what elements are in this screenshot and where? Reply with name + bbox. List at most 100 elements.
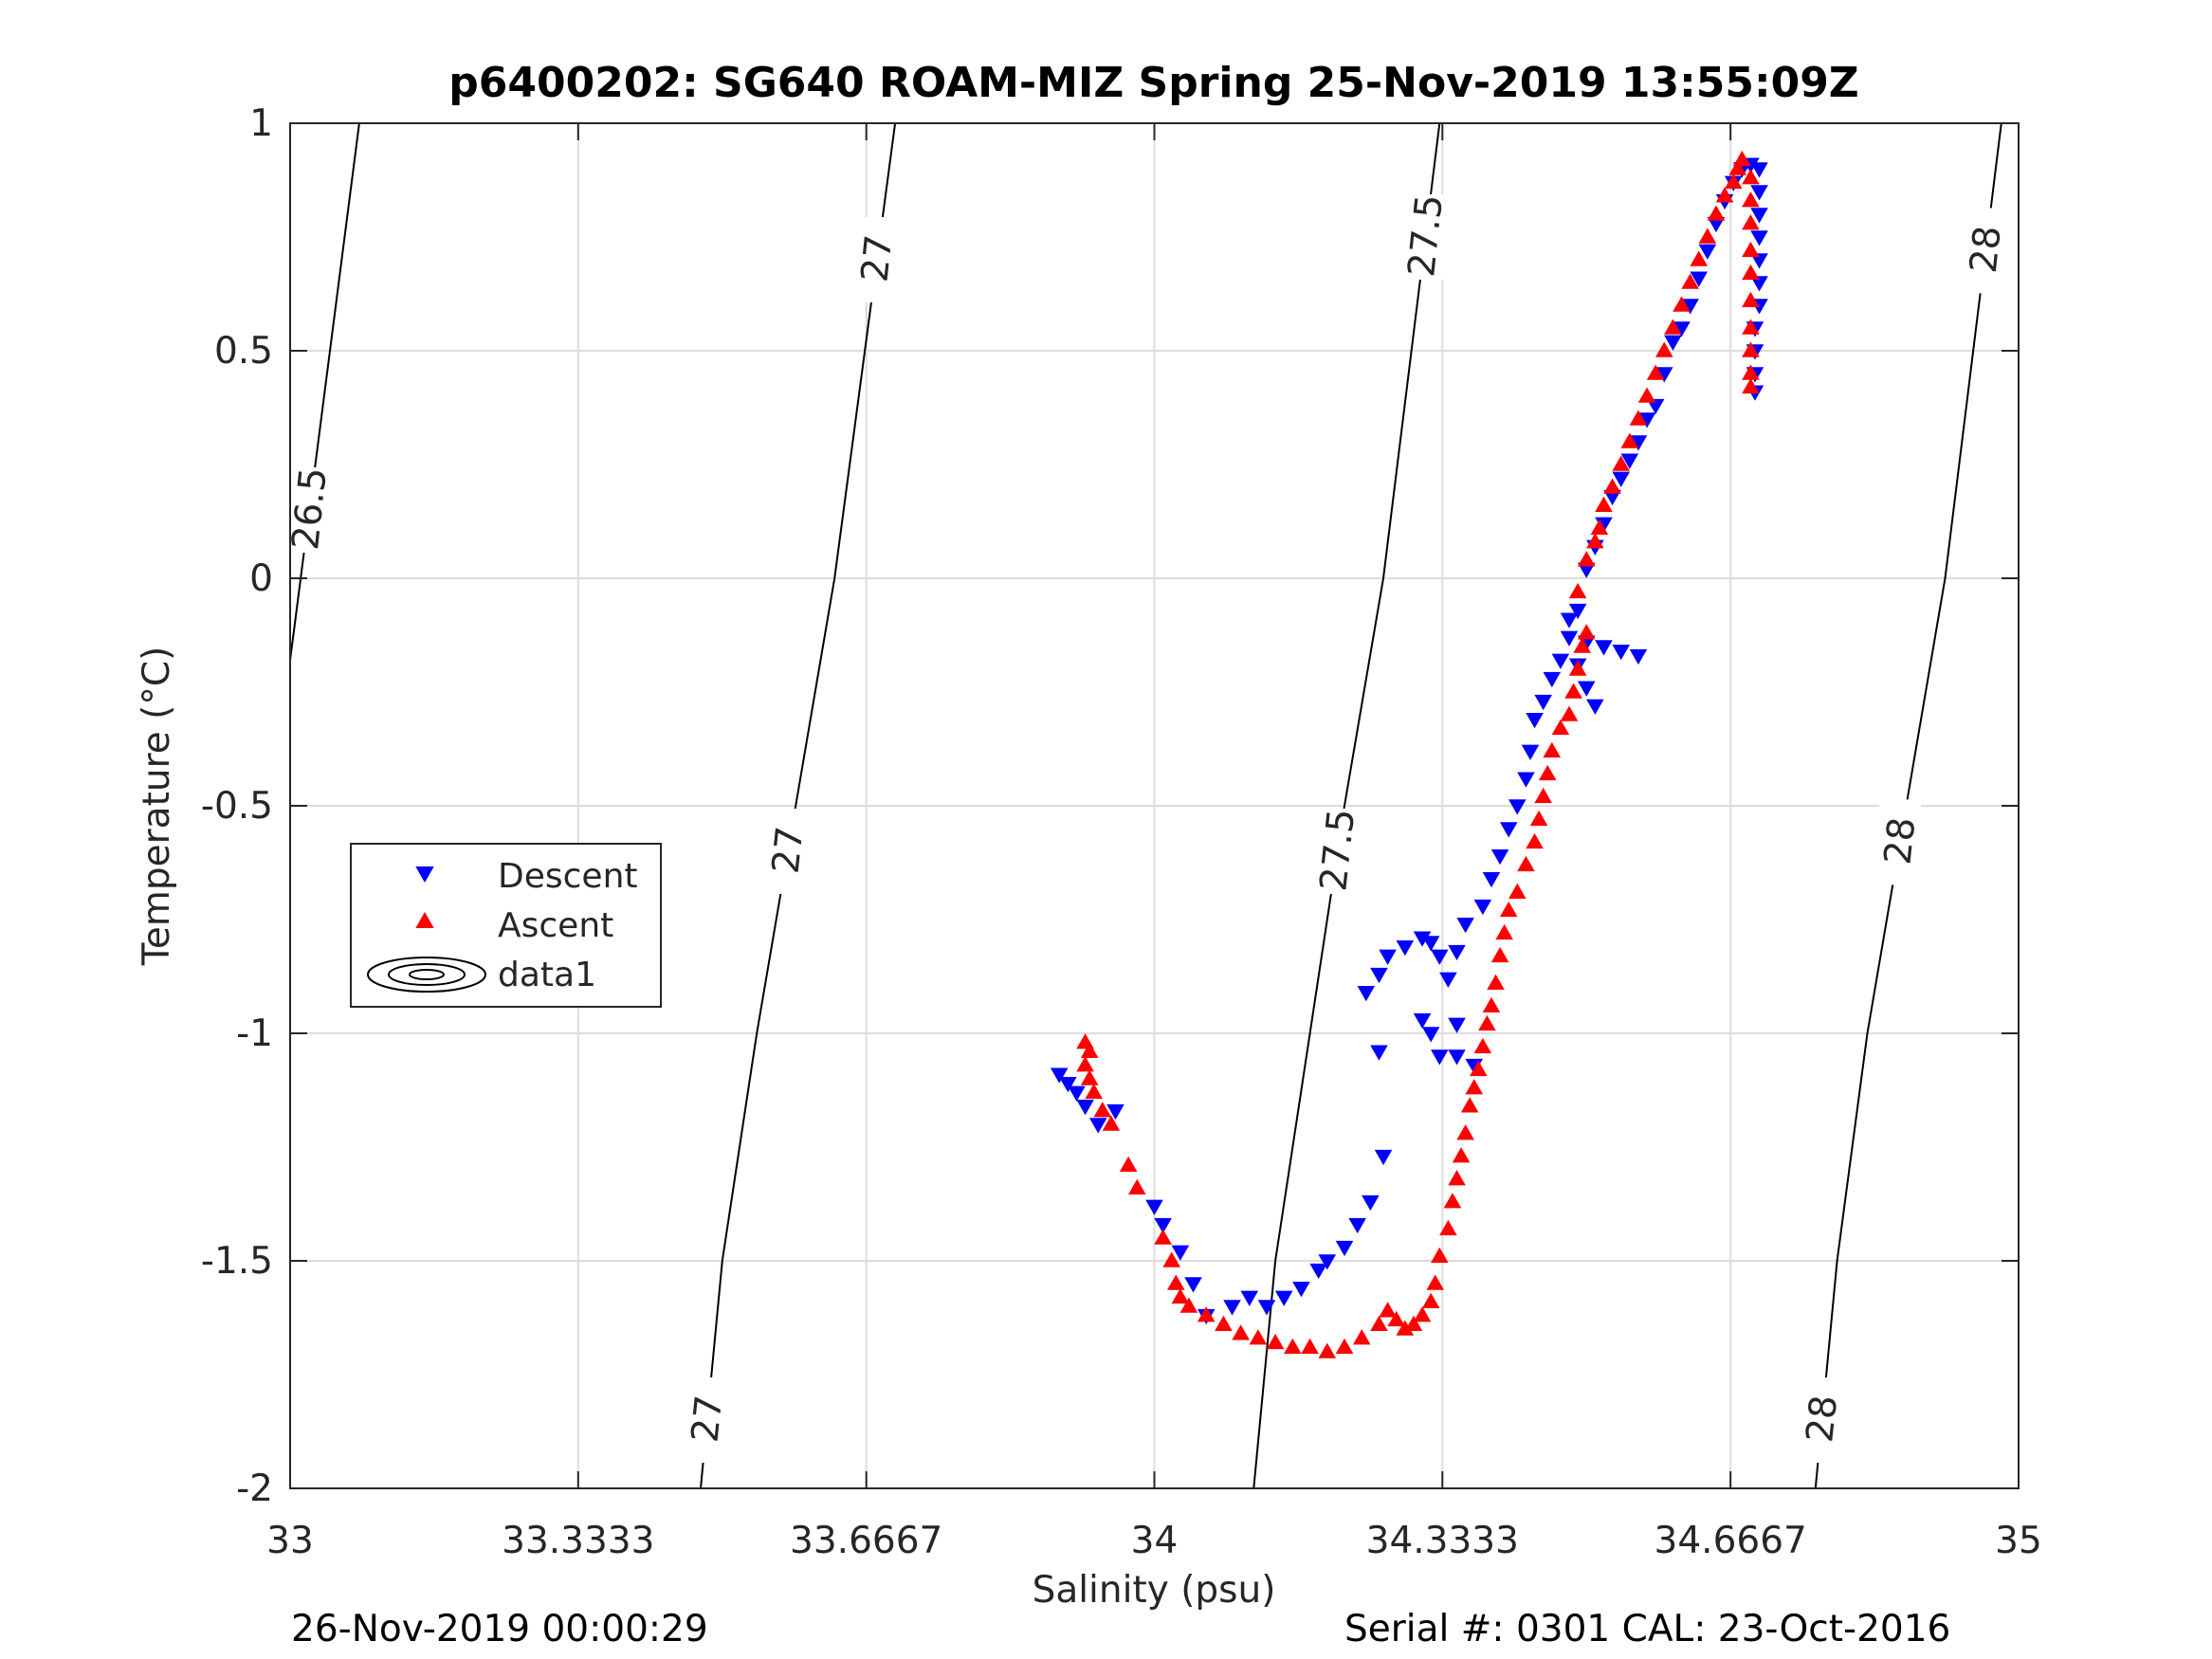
density-contour-line — [1814, 122, 2002, 1489]
ascent-point — [1439, 1219, 1457, 1236]
descent-point — [1577, 681, 1596, 697]
contour-label: 27 — [684, 1394, 731, 1445]
ascent-point — [1526, 832, 1544, 849]
ascent-point — [1154, 1229, 1172, 1245]
ascent-point — [1215, 1315, 1233, 1331]
descent-point — [1370, 1045, 1388, 1061]
ascent-point — [1742, 319, 1760, 335]
ascent-point — [1568, 660, 1587, 676]
descent-point — [1223, 1300, 1241, 1316]
descent-point — [1184, 1277, 1202, 1293]
y-axis-label: Temperature (°C) — [136, 647, 178, 967]
ascent-point — [1534, 787, 1552, 804]
descent-point — [1059, 1077, 1077, 1093]
legend-box — [350, 843, 662, 1008]
ascent-point — [1473, 1037, 1492, 1054]
ascent-point — [1495, 923, 1513, 940]
contour-label-gap — [686, 1377, 728, 1463]
ascent-point — [1595, 496, 1613, 512]
descent-point — [1586, 699, 1604, 715]
contour-label: 27.5 — [1400, 192, 1452, 279]
descent-point — [1690, 271, 1709, 287]
ascent-point — [1301, 1338, 1319, 1354]
x-tick-label: 34 — [1131, 1520, 1179, 1562]
ascent-point — [1742, 291, 1760, 307]
footer-serial-cal: Serial #: 0301 CAL: 23-Oct-2016 — [1344, 1608, 1951, 1650]
ascent-point — [1742, 169, 1760, 185]
descent-point — [1543, 671, 1562, 688]
ascent-point — [1646, 364, 1665, 380]
ascent-point — [1490, 946, 1509, 963]
ascent-point — [1664, 319, 1682, 335]
ascent-point — [1499, 901, 1518, 918]
ascent-point — [1690, 250, 1709, 266]
ascent-point — [1119, 1156, 1138, 1172]
ascent-point — [1370, 1315, 1388, 1331]
ascent-point — [1443, 1193, 1462, 1209]
ascent-point — [1487, 974, 1505, 990]
descent-point — [1595, 640, 1613, 656]
ascent-point — [1478, 1014, 1496, 1031]
ascent-point — [1728, 159, 1747, 175]
ascent-point — [1284, 1338, 1302, 1354]
footer-date: 26-Nov-2019 00:00:29 — [291, 1608, 708, 1650]
axis-ticks: 33 33.3333 33.6667 34 34.3333 34.6667 35 1 0.5 0 -… — [201, 102, 2042, 1562]
descent-point — [1362, 1194, 1380, 1212]
ascent-point — [1590, 519, 1609, 535]
descent-point — [1521, 744, 1540, 760]
descent-series — [1050, 157, 1768, 1325]
ascent-point — [1470, 1060, 1488, 1077]
x-tick-label: 34.3333 — [1366, 1520, 1519, 1562]
descent-point — [1335, 1240, 1354, 1257]
ascent-point — [1560, 705, 1579, 721]
descent-point — [1534, 694, 1552, 711]
y-tick-label: -1 — [236, 1012, 273, 1055]
y-tick-label: 1 — [249, 102, 273, 145]
descent-point — [1750, 162, 1768, 178]
descent-point — [1357, 986, 1376, 1002]
legend-descent-marker — [415, 866, 434, 884]
ascent-point — [1404, 1315, 1423, 1331]
ascent-point — [1673, 296, 1691, 312]
ascent-point — [1538, 764, 1557, 781]
ascent-point — [1586, 533, 1604, 549]
descent-point — [1421, 1027, 1440, 1043]
descent-point — [1664, 335, 1682, 351]
ascent-point — [1620, 432, 1639, 448]
ascent-point — [1529, 810, 1548, 827]
contour-label-gap — [288, 467, 331, 553]
ascent-point — [1452, 1147, 1471, 1163]
y-tick-label: -0.5 — [201, 785, 273, 828]
contour-label-gap — [1878, 799, 1921, 885]
ascent-point — [1543, 741, 1562, 758]
ascent-point — [1698, 228, 1717, 244]
ascent-point — [1080, 1042, 1099, 1058]
descent-point — [1396, 940, 1415, 957]
descent-point — [1750, 276, 1768, 292]
contour-label: 27 — [853, 233, 901, 284]
ascent-point — [1456, 1124, 1474, 1140]
descent-point — [1612, 645, 1631, 661]
density-contour-layer: 26.5 27 27 27 27.5 27.5 28 28 28 — [284, 122, 2010, 1489]
descent-point — [1370, 967, 1388, 984]
ascent-point — [1577, 624, 1596, 640]
ascent-point — [1742, 377, 1760, 394]
descent-point — [1431, 949, 1449, 965]
ascent-point — [1715, 187, 1734, 203]
ascent-point — [1335, 1338, 1354, 1354]
ascent-point — [1232, 1324, 1250, 1340]
ascent-point — [1127, 1178, 1146, 1194]
contour-label: 26.5 — [284, 465, 336, 552]
contour-label-gap — [1965, 208, 2007, 294]
descent-point — [1076, 1100, 1094, 1116]
x-tick-label: 33 — [266, 1520, 314, 1562]
descent-point — [1257, 1300, 1276, 1316]
ascent-point — [1171, 1287, 1190, 1304]
ascent-series — [1076, 150, 1760, 1358]
ascent-point — [1603, 478, 1621, 494]
descent-point — [1106, 1103, 1124, 1121]
descent-point — [1698, 244, 1717, 260]
descent-point — [1318, 1254, 1337, 1270]
ascent-point — [1637, 387, 1656, 403]
ascent-point — [1568, 582, 1587, 599]
